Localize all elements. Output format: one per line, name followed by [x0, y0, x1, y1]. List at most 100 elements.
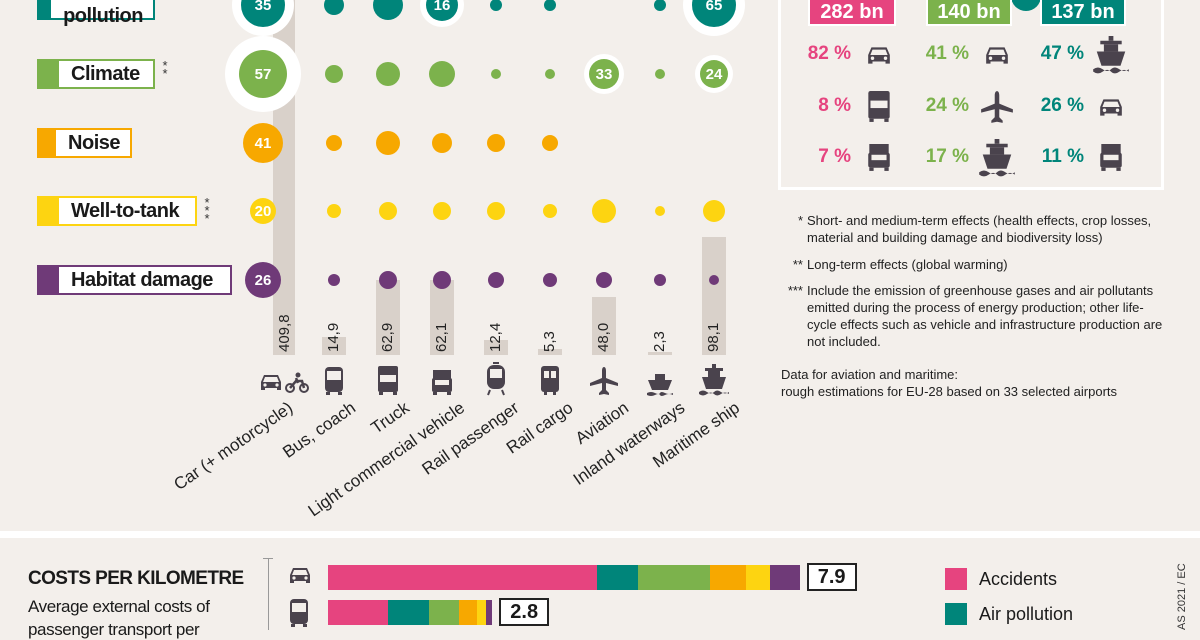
share-percent: 47 %: [1040, 43, 1084, 64]
truck-icon: [866, 91, 892, 123]
bus-icon: [289, 598, 309, 628]
segment-well-to-tank: [477, 600, 487, 625]
bubble: 16: [426, 0, 458, 21]
bar: [592, 297, 616, 355]
bar-value-label: 98,1: [705, 322, 722, 352]
bubble: [490, 0, 502, 11]
bubble: [487, 202, 505, 220]
tram-icon: [486, 362, 506, 396]
segment-habitat-damage: [486, 600, 493, 625]
legend-label-accidents: Accidents: [979, 569, 1058, 589]
footnote-text: Short- and medium-term effects (health e…: [807, 213, 1152, 245]
legend-item: Air pollution: [37, 0, 155, 27]
bar-value-label: 2,3: [651, 331, 668, 352]
car-icon: [984, 44, 1010, 66]
car-icon: [866, 44, 892, 66]
bar: [322, 337, 346, 355]
bubble: 33: [589, 59, 619, 89]
van-icon: [1098, 144, 1124, 172]
plane-icon: [589, 366, 619, 396]
costs-subtitle: passenger transport per: [28, 620, 200, 639]
bar-value-label: 409,8: [276, 314, 293, 352]
bubble: [655, 69, 665, 79]
legend-label: Air pollution: [63, 0, 143, 27]
share-percent: 7 %: [818, 146, 851, 167]
ship-icon: [977, 139, 1017, 177]
total-value: 7.9: [806, 563, 857, 591]
bubble: [324, 0, 344, 15]
bubble: [543, 204, 557, 218]
bar: [484, 340, 508, 355]
legend-swatch: [39, 0, 52, 18]
bubble: [376, 131, 400, 155]
arrow-shape: [1011, 0, 1041, 11]
bubble: [544, 0, 556, 11]
bubble: [373, 0, 403, 20]
data-note-line: rough estimations for EU-28 based on 33 …: [781, 384, 1118, 399]
van-icon: [866, 144, 892, 172]
bubble: [328, 274, 340, 286]
plane-icon: [980, 90, 1014, 124]
segment-climate: [429, 600, 460, 625]
footnote-marker: * *: [162, 58, 168, 81]
legend-label-air-pollution: Air pollution: [979, 604, 1074, 624]
barge-icon: [647, 372, 673, 396]
legend-item: Habitat damage: [37, 265, 232, 295]
bus-icon: [324, 366, 344, 396]
bubble: [709, 275, 719, 285]
total-badge: 137 bn: [1040, 0, 1126, 26]
share-percent: 17 %: [925, 146, 969, 167]
segment-air-pollution: [387, 600, 430, 625]
segment-climate: [638, 565, 711, 590]
legend-swatch-air-pollution: [945, 603, 967, 625]
bubble: 57: [239, 50, 287, 98]
bar-value-label: 62,1: [433, 322, 450, 352]
share-percent: 82 %: [807, 43, 851, 64]
bar-value-label: 62,9: [379, 322, 396, 352]
legend-swatch: [39, 198, 59, 224]
ship-icon: [699, 364, 729, 396]
total-badge: 282 bn: [808, 0, 896, 26]
bubble: [491, 69, 501, 79]
legend-item: Noise: [37, 128, 132, 158]
bubble: [376, 62, 400, 86]
car-icon: [1098, 96, 1124, 118]
share-percent: 8 %: [818, 95, 851, 116]
bar-value-label: 14,9: [325, 322, 342, 352]
legend-label: Habitat damage: [71, 268, 213, 291]
bubble: 24: [700, 60, 728, 88]
bubble: 20: [250, 198, 276, 224]
bar: [430, 280, 454, 355]
bubble: [433, 202, 451, 220]
bubble: [325, 65, 343, 83]
total-badge: 140 bn: [926, 0, 1012, 26]
share-percent: 24 %: [925, 95, 969, 116]
bubble: [379, 202, 397, 220]
data-note-line: Data for aviation and maritime:: [781, 367, 959, 382]
bar: [648, 352, 672, 355]
bubble: [432, 133, 452, 153]
bubble: [542, 135, 558, 151]
segment-noise: [710, 565, 746, 590]
legend-swatch-accidents: [945, 568, 967, 590]
bubble: [326, 135, 342, 151]
bar: [702, 237, 726, 355]
bubble: [429, 61, 455, 87]
bubble: [655, 206, 665, 216]
footnote-marker: * * *: [204, 195, 210, 226]
legend-label: Noise: [68, 131, 120, 154]
legend-swatch: [39, 267, 59, 293]
bubble: [703, 200, 725, 222]
bubble: [545, 69, 555, 79]
bar-value-label: 5,3: [541, 331, 558, 352]
car-icon: [288, 565, 312, 585]
segment-accidents: [328, 600, 388, 625]
bar: [538, 348, 562, 355]
bubble: [654, 274, 666, 286]
footnote-text: Long-term effects (global warming): [807, 257, 1008, 272]
footnote-mark: ***: [787, 283, 803, 298]
van-icon: [431, 370, 453, 396]
bubble: [592, 199, 616, 223]
bubble: 41: [243, 123, 283, 163]
stacked-bar: [328, 600, 493, 625]
